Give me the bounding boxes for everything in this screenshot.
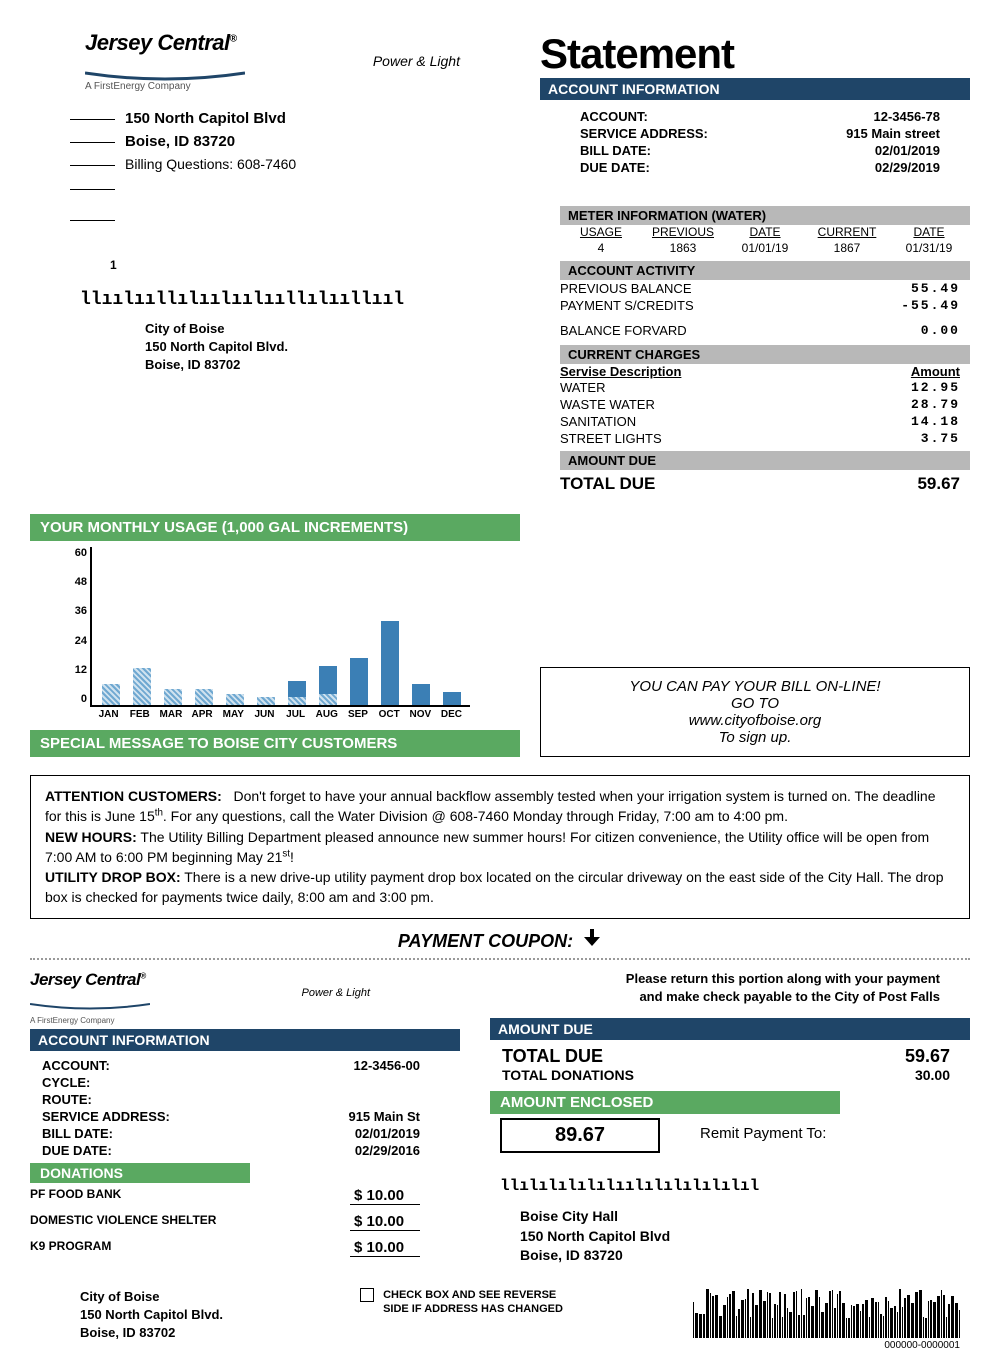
postal-barcode: llıılııllılıılıılııllılııllııl xyxy=(80,290,520,310)
amount-enclosed-header: AMOUNT ENCLOSED xyxy=(490,1091,840,1114)
coupon-account-header: ACCOUNT INFORMATION xyxy=(30,1029,460,1051)
coupon-postal-barcode: llılılılılılıılılılılılılıl xyxy=(500,1177,970,1195)
mailing-address: City of Boise 150 North Capitol Blvd. Bo… xyxy=(145,320,520,375)
tear-line xyxy=(30,958,970,960)
barcode xyxy=(620,1288,960,1338)
meter-info-header: METER INFORMATION (WATER) xyxy=(560,206,970,225)
return-addr-2: Boise, ID 83720 xyxy=(125,133,235,150)
coupon-account-info: ACCOUNT:12-3456-00 CYCLE: ROUTE: SERVICE… xyxy=(42,1057,460,1159)
payment-coupon-header: PAYMENT COUPON: xyxy=(30,929,970,952)
return-address: 150 North Capitol Blvd Boise, ID 83720 B… xyxy=(70,110,520,228)
remit-address: Boise City Hall 150 North Capitol Blvd B… xyxy=(520,1207,970,1266)
account-info-header: ACCOUNT INFORMATION xyxy=(540,78,970,100)
coupon-amount-due-header: AMOUNT DUE xyxy=(490,1018,970,1040)
customer-message: ATTENTION CUSTOMERS: Don't forget to hav… xyxy=(30,775,970,919)
return-instructions: Please return this portion along with yo… xyxy=(490,970,970,1006)
donations-header: DONATIONS xyxy=(30,1163,250,1183)
statement-title: Statement xyxy=(540,30,970,78)
return-addr-1: 150 North Capitol Blvd xyxy=(125,110,286,127)
amount-due-header: AMOUNT DUE xyxy=(560,451,970,470)
donations-list: PF FOOD BANK$ 10.00 DOMESTIC VIOLENCE SH… xyxy=(30,1183,460,1261)
charges-columns: Servise DescriptionAmount xyxy=(560,364,970,379)
meter-columns: USAGEPREVIOUSDATECURRENTDATE xyxy=(560,225,970,239)
charges-list: WATER12.95 WASTE WATER28.79 SANITATION14… xyxy=(560,379,970,447)
coupon-logo: Jersey Central® Power & Light A FirstEne… xyxy=(30,970,460,1025)
checkbox-icon[interactable] xyxy=(360,1288,374,1302)
return-addr-3: Billing Questions: 608-7460 xyxy=(125,156,296,172)
logo-tagline: A FirstEnergy Company xyxy=(85,81,520,92)
current-charges-header: CURRENT CHARGES xyxy=(560,345,970,364)
special-msg-header: SPECIAL MESSAGE TO BOISE CITY CUSTOMERS xyxy=(30,730,520,757)
usage-header: YOUR MONTHLY USAGE (1,000 GAL INCREMENTS… xyxy=(30,514,520,541)
total-due-row: TOTAL DUE59.67 xyxy=(560,470,970,494)
address-change-checkbox[interactable]: CHECK BOX AND SEE REVERSESIDE IF ADDRESS… xyxy=(360,1288,620,1317)
meter-row: 4186301/01/19186701/31/19 xyxy=(560,239,970,257)
barcode-number: 000000-0000001 xyxy=(620,1340,960,1351)
coupon-from-address: City of Boise 150 North Capitol Blvd. Bo… xyxy=(30,1288,360,1343)
arrow-down-icon xyxy=(582,929,602,952)
usage-chart: 60483624120 JANFEBMARAPRMAYJUNJULAUGSEPO… xyxy=(30,547,520,720)
account-activity: PREVIOUS BALANCE55.49 PAYMENT S/CREDITS-… xyxy=(560,280,970,339)
coupon-totals: TOTAL DUE59.67 TOTAL DONATIONS30.00 xyxy=(490,1040,970,1083)
account-activity-header: ACCOUNT ACTIVITY xyxy=(560,261,970,280)
sequence-number: 1 xyxy=(110,258,520,272)
remit-label: Remit Payment To: xyxy=(700,1125,826,1142)
account-info-table: ACCOUNT:12-3456-78 SERVICE ADDRESS:915 M… xyxy=(580,108,970,176)
company-logo: Jersey Central® Power & Light A FirstEne… xyxy=(30,30,520,92)
amount-enclosed-value: 89.67 xyxy=(500,1118,660,1153)
pay-online-box: YOU CAN PAY YOUR BILL ON-LINE! GO TO www… xyxy=(540,667,970,757)
